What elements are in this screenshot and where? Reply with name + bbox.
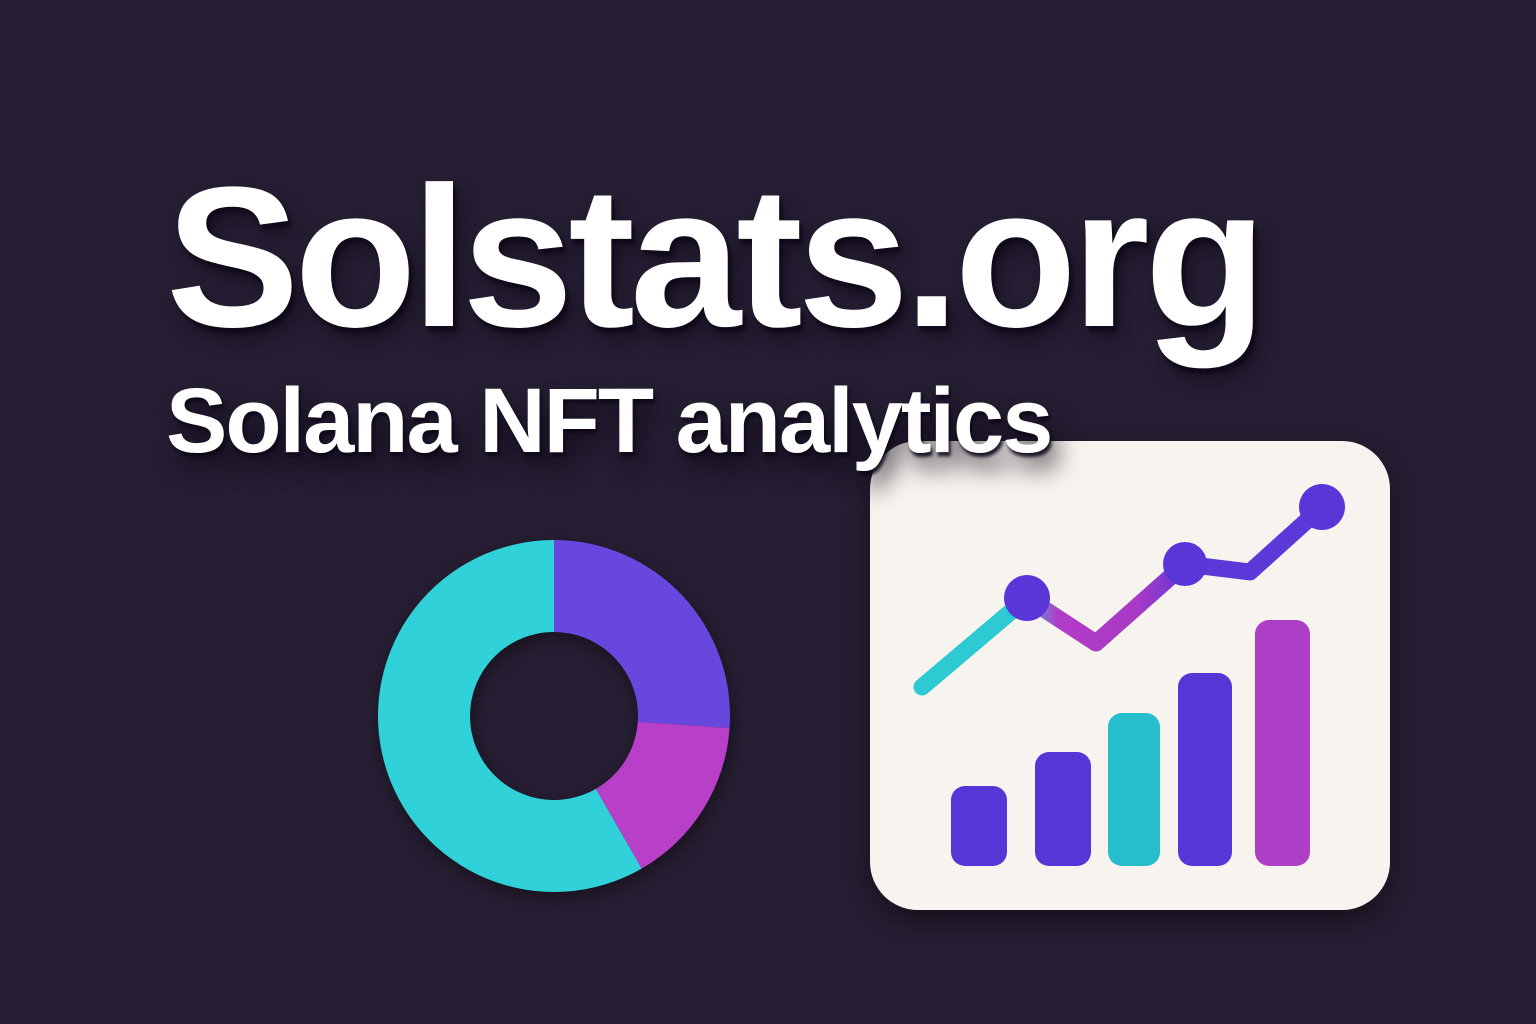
data-point-dot: [1004, 575, 1050, 621]
purple-slice: [554, 540, 730, 729]
bar: [1108, 713, 1160, 866]
page-subtitle: Solana NFT analytics: [166, 370, 1053, 472]
bar: [1255, 620, 1310, 866]
bar: [951, 786, 1007, 866]
line-and-bar-chart-icon: [913, 484, 1345, 866]
magenta-slice: [595, 721, 730, 869]
data-point-dot: [1163, 542, 1207, 586]
bar: [1178, 673, 1232, 866]
teal-slice: [378, 540, 642, 893]
page-title: Solstats.org: [166, 146, 1267, 369]
bar: [1035, 752, 1091, 866]
analytics-card: [870, 441, 1390, 910]
data-point-dot: [1299, 484, 1345, 530]
